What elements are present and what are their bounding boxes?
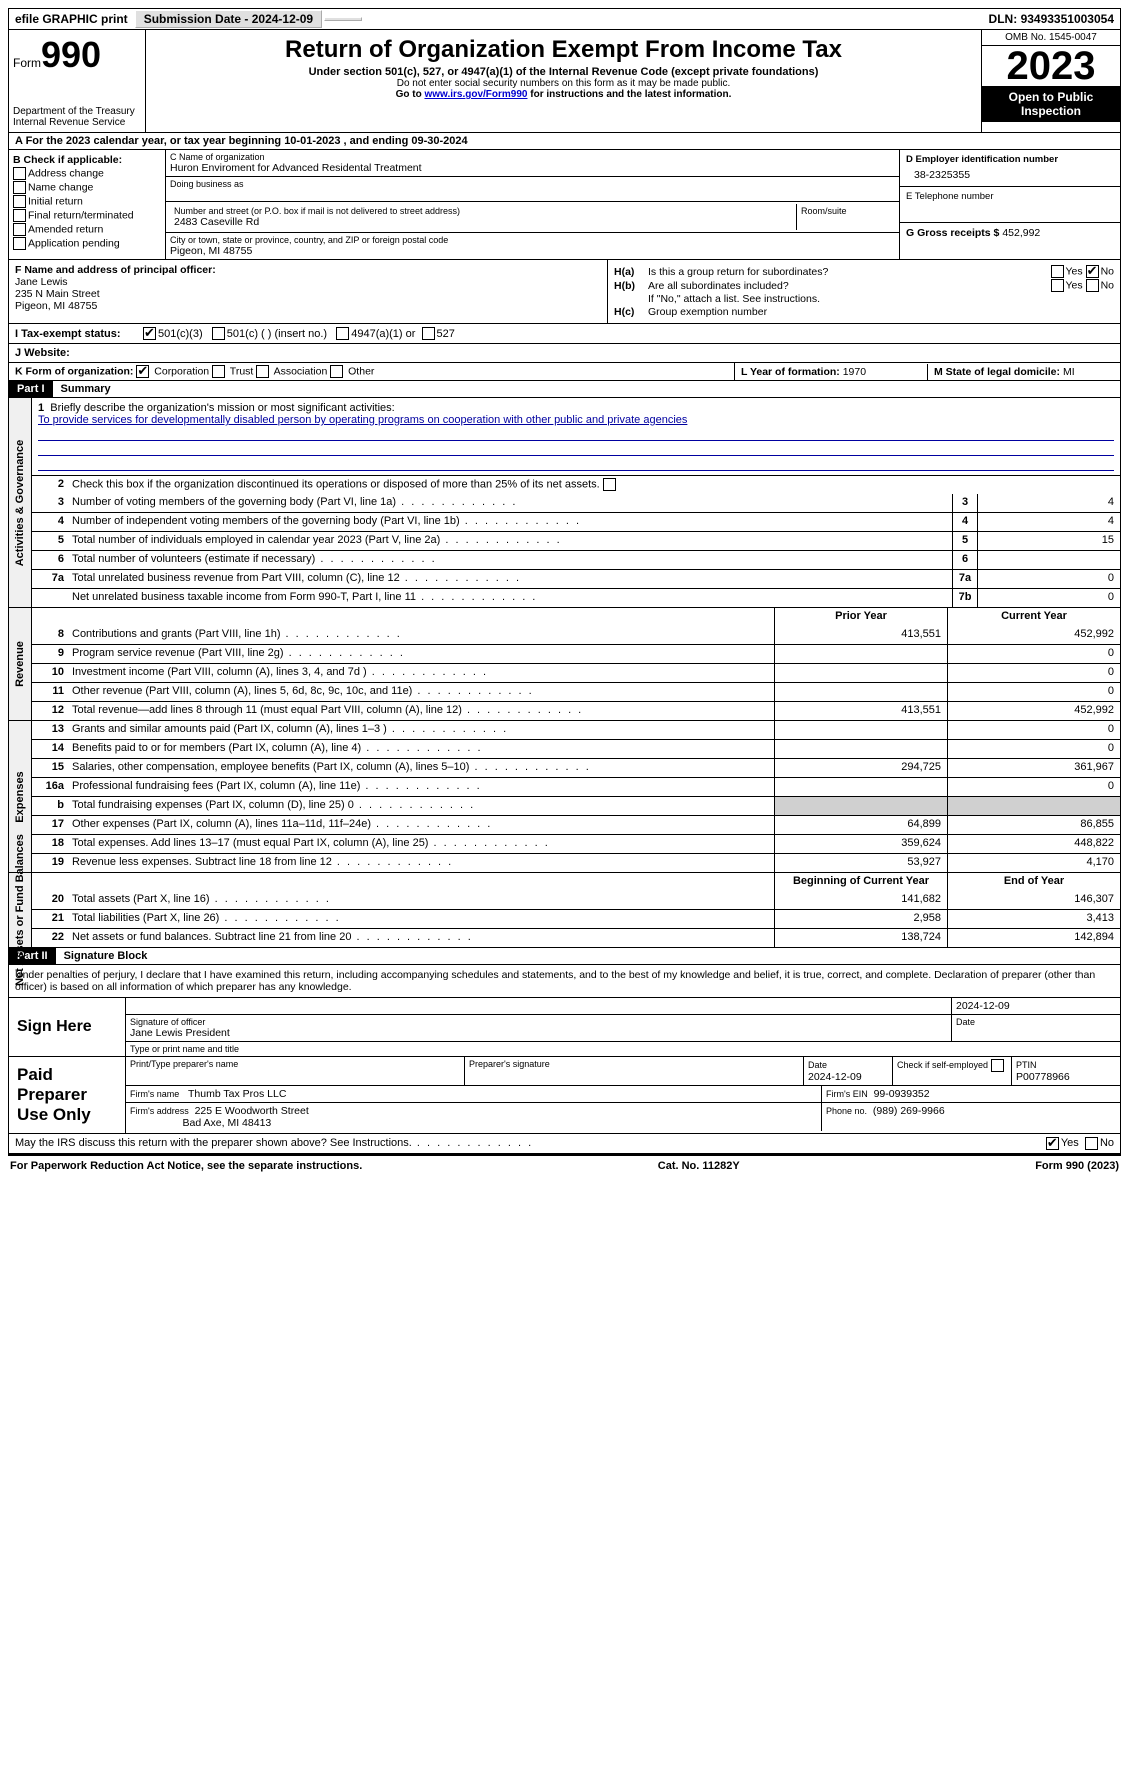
website-row: J Website:: [8, 344, 1121, 363]
cb-initial-return[interactable]: [13, 195, 26, 208]
side-rev: Revenue: [14, 641, 26, 687]
penalty-text: Under penalties of perjury, I declare th…: [8, 965, 1121, 998]
box-deg: D Employer identification number 38-2325…: [899, 150, 1120, 259]
header-left: Form990 Department of the Treasury Inter…: [9, 30, 146, 132]
cb-ha-no[interactable]: [1086, 265, 1099, 278]
discuss-row: May the IRS discuss this return with the…: [8, 1134, 1121, 1154]
cb-ha-yes[interactable]: [1051, 265, 1064, 278]
efile-label: efile GRAPHIC print: [9, 10, 134, 28]
cb-hb-yes[interactable]: [1051, 279, 1064, 292]
gov-section: Activities & Governance 1 Briefly descri…: [8, 398, 1121, 608]
cb-discuss-no[interactable]: [1085, 1137, 1098, 1150]
org-name: Huron Enviroment for Advanced Residental…: [170, 162, 895, 174]
part1-bar: Part I Summary: [8, 381, 1121, 398]
revenue-section: Revenue Prior Year Current Year 8Contrib…: [8, 608, 1121, 721]
expenses-section: Expenses 13Grants and similar amounts pa…: [8, 721, 1121, 873]
cb-assoc[interactable]: [256, 365, 269, 378]
paid-preparer-label: Paid Preparer Use Only: [9, 1057, 126, 1133]
klm-row: K Form of organization: Corporation Trus…: [8, 363, 1121, 381]
spacer-button: [324, 17, 362, 21]
cb-amended[interactable]: [13, 223, 26, 236]
sign-here-label: Sign Here: [9, 998, 126, 1056]
cb-4947[interactable]: [336, 327, 349, 340]
side-gov: Activities & Governance: [14, 439, 26, 566]
ein: 38-2325355: [906, 165, 1114, 181]
cb-corp[interactable]: [136, 365, 149, 378]
cb-other[interactable]: [330, 365, 343, 378]
officer-name: Jane Lewis President: [130, 1027, 947, 1039]
cb-discontinued[interactable]: [603, 478, 616, 491]
tax-year: 2023: [982, 46, 1120, 86]
box-c: C Name of organization Huron Enviroment …: [166, 150, 899, 259]
cb-address-change[interactable]: [13, 167, 26, 180]
side-exp: Expenses: [14, 771, 26, 822]
footer: For Paperwork Reduction Act Notice, see …: [8, 1154, 1121, 1176]
cb-527[interactable]: [422, 327, 435, 340]
box-f: F Name and address of principal officer:…: [9, 260, 608, 323]
tax-exempt-status: I Tax-exempt status: 501(c)(3) 501(c) ( …: [8, 324, 1121, 344]
header-right: OMB No. 1545-0047 2023 Open to Public In…: [981, 30, 1120, 132]
open-public: Open to Public Inspection: [982, 86, 1120, 122]
cb-name-change[interactable]: [13, 181, 26, 194]
cb-final-return[interactable]: [13, 209, 26, 222]
cb-self-employed[interactable]: [991, 1059, 1004, 1072]
form-number: 990: [41, 34, 101, 75]
side-na: Net Assets or Fund Balances: [14, 834, 26, 986]
netassets-section: Net Assets or Fund Balances Beginning of…: [8, 873, 1121, 948]
header-center: Return of Organization Exempt From Incom…: [146, 30, 981, 132]
sign-block: Sign Here 2024-12-09 Signature of office…: [8, 998, 1121, 1057]
ptin: P00778966: [1016, 1071, 1070, 1083]
org-street: 2483 Caseville Rd: [174, 216, 792, 228]
gross-receipts: 452,992: [1002, 227, 1040, 239]
firm-name: Thumb Tax Pros LLC: [188, 1088, 286, 1100]
section-a: A For the 2023 calendar year, or tax yea…: [8, 133, 1121, 150]
dln-cell: DLN: 93493351003054: [983, 10, 1120, 28]
cb-501c3[interactable]: [143, 327, 156, 340]
paid-preparer-block: Paid Preparer Use Only Print/Type prepar…: [8, 1057, 1121, 1134]
box-b: B Check if applicable: Address change Na…: [9, 150, 166, 259]
org-city: Pigeon, MI 48755: [170, 245, 895, 257]
box-h: H(a) Is this a group return for subordin…: [608, 260, 1120, 323]
cb-501c[interactable]: [212, 327, 225, 340]
form-title: Return of Organization Exempt From Incom…: [154, 36, 973, 64]
cb-discuss-yes[interactable]: [1046, 1137, 1059, 1150]
submission-cell: Submission Date - 2024-12-09: [135, 10, 322, 28]
part2-bar: Part II Signature Block: [8, 948, 1121, 965]
fh-block: F Name and address of principal officer:…: [8, 260, 1121, 324]
cb-app-pending[interactable]: [13, 237, 26, 250]
mission-text: To provide services for developmentally …: [38, 414, 687, 426]
form-subtitle: Under section 501(c), 527, or 4947(a)(1)…: [154, 66, 973, 78]
ssn-note: Do not enter social security numbers on …: [154, 78, 973, 89]
form-header: Form990 Department of the Treasury Inter…: [8, 30, 1121, 133]
irs-link[interactable]: www.irs.gov/Form990: [424, 89, 527, 100]
cb-trust[interactable]: [212, 365, 225, 378]
top-bar: efile GRAPHIC print Submission Date - 20…: [8, 8, 1121, 30]
entity-grid: B Check if applicable: Address change Na…: [8, 150, 1121, 260]
dept-label: Department of the Treasury Internal Reve…: [13, 106, 141, 128]
sign-date: 2024-12-09: [952, 998, 1120, 1014]
cb-hb-no[interactable]: [1086, 279, 1099, 292]
